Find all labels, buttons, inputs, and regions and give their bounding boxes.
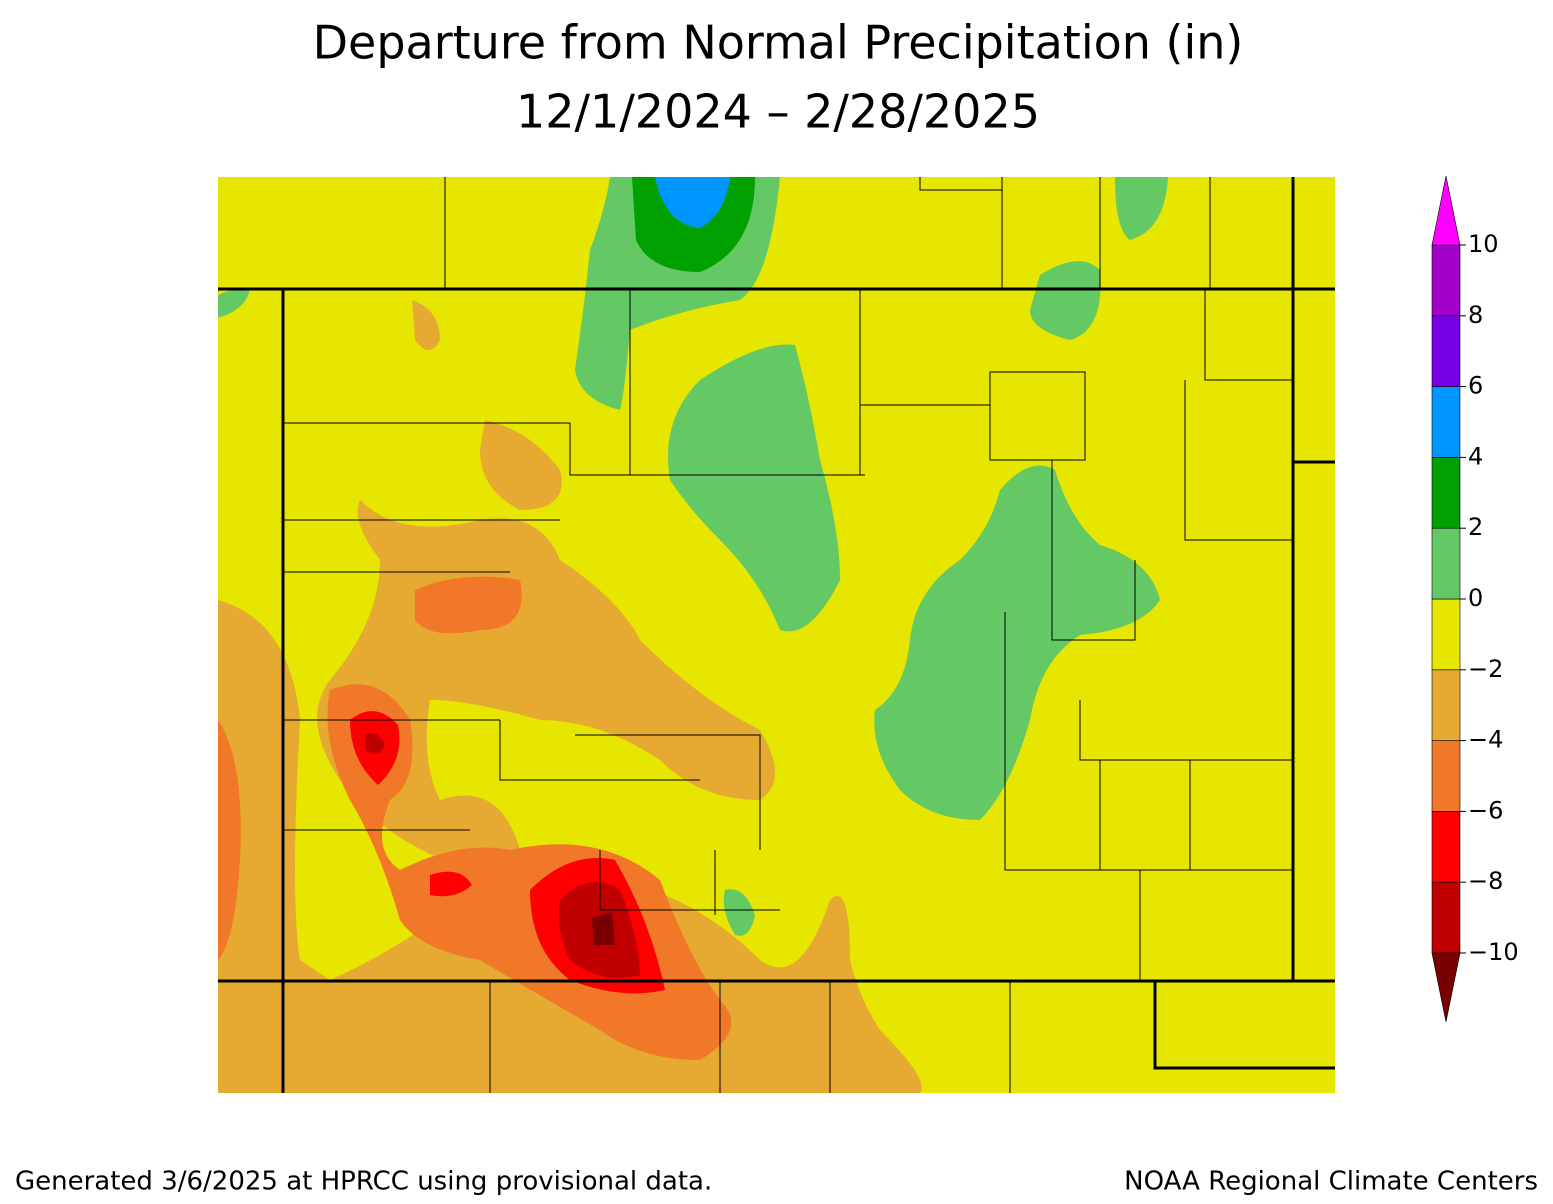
legend-swatch [1431, 740, 1461, 812]
map [218, 177, 1335, 1093]
footer-left: Generated 3/6/2025 at HPRCC using provis… [15, 1167, 712, 1197]
legend-tick-label: 0 [1468, 584, 1483, 612]
legend-swatch [1431, 598, 1461, 671]
legend-tick-label: 2 [1468, 513, 1483, 541]
legend-tick-label: 6 [1468, 372, 1483, 400]
legend-tick-label: 4 [1468, 442, 1483, 470]
legend-swatch [1431, 244, 1461, 317]
legend-arrow-low [1431, 952, 1461, 1023]
legend-tick-label: −8 [1468, 867, 1503, 895]
legend-tick-label: −6 [1468, 796, 1503, 824]
legend-swatch [1431, 881, 1461, 954]
legend-tick-label: −4 [1468, 726, 1503, 754]
subtitle: 12/1/2024 – 2/28/2025 [516, 85, 1040, 139]
legend: −10 −8 −6 −4 −2 0 2 4 6 8 10 [1431, 175, 1519, 1023]
legend-tick-label: −10 [1468, 938, 1519, 966]
legend-swatch [1431, 386, 1461, 458]
legend-arrow-high [1431, 175, 1461, 246]
legend-swatch [1431, 315, 1461, 387]
legend-swatch [1431, 811, 1461, 883]
legend-swatch [1431, 527, 1461, 600]
legend-swatch [1431, 669, 1461, 741]
footer-right: NOAA Regional Climate Centers [1124, 1167, 1538, 1197]
legend-tick-label: −2 [1468, 655, 1503, 683]
legend-tick-label: 8 [1468, 301, 1483, 329]
legend-swatch [1431, 457, 1461, 529]
legend-tick-label: 10 [1468, 230, 1499, 258]
title: Departure from Normal Precipitation (in) [313, 16, 1244, 70]
